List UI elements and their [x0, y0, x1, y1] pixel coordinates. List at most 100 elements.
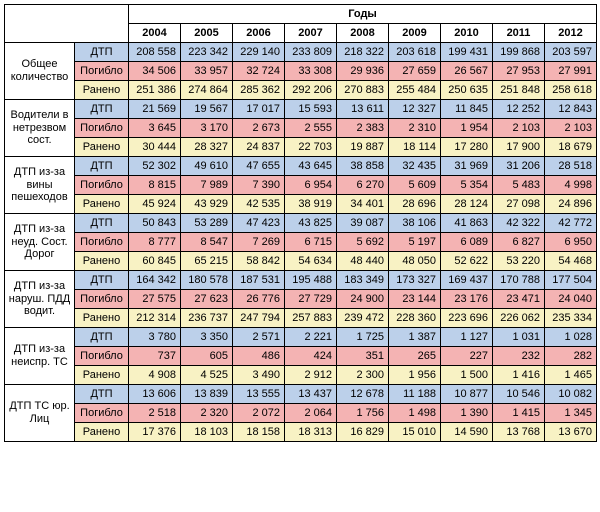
data-cell: 27 729 — [285, 290, 337, 309]
data-cell: 19 887 — [337, 138, 389, 157]
data-cell: 16 829 — [337, 423, 389, 442]
data-cell: 236 737 — [181, 309, 233, 328]
table-row: ДТП из-за вины пешеходовДТП52 30249 6104… — [5, 157, 597, 176]
data-cell: 195 488 — [285, 271, 337, 290]
data-cell: 228 360 — [389, 309, 441, 328]
data-cell: 42 535 — [233, 195, 285, 214]
data-cell: 33 957 — [181, 62, 233, 81]
data-cell: 223 342 — [181, 43, 233, 62]
data-cell: 12 252 — [493, 100, 545, 119]
data-cell: 12 327 — [389, 100, 441, 119]
data-cell: 24 837 — [233, 138, 285, 157]
data-cell: 28 696 — [389, 195, 441, 214]
data-cell: 17 900 — [493, 138, 545, 157]
data-cell: 4 998 — [545, 176, 597, 195]
data-cell: 351 — [337, 347, 389, 366]
data-cell: 19 567 — [181, 100, 233, 119]
data-cell: 170 788 — [493, 271, 545, 290]
metric-cell-dead: Погибло — [75, 119, 129, 138]
data-cell: 285 362 — [233, 81, 285, 100]
data-cell: 47 655 — [233, 157, 285, 176]
data-cell: 233 809 — [285, 43, 337, 62]
table-row: ДТП ТС юр. ЛицДТП13 60613 83913 55513 43… — [5, 385, 597, 404]
data-cell: 18 114 — [389, 138, 441, 157]
data-cell: 1 031 — [493, 328, 545, 347]
data-cell: 13 437 — [285, 385, 337, 404]
data-cell: 3 780 — [129, 328, 181, 347]
data-cell: 270 883 — [337, 81, 389, 100]
data-cell: 12 843 — [545, 100, 597, 119]
data-cell: 13 611 — [337, 100, 389, 119]
data-cell: 183 349 — [337, 271, 389, 290]
data-cell: 1 390 — [441, 404, 493, 423]
data-cell: 6 089 — [441, 233, 493, 252]
data-cell: 5 483 — [493, 176, 545, 195]
data-cell: 203 597 — [545, 43, 597, 62]
data-cell: 47 423 — [233, 214, 285, 233]
metric-cell-dead: Погибло — [75, 347, 129, 366]
data-cell: 27 991 — [545, 62, 597, 81]
data-cell: 10 082 — [545, 385, 597, 404]
data-cell: 1 725 — [337, 328, 389, 347]
data-cell: 45 924 — [129, 195, 181, 214]
data-cell: 424 — [285, 347, 337, 366]
data-cell: 5 692 — [337, 233, 389, 252]
data-cell: 4 525 — [181, 366, 233, 385]
data-cell: 8 547 — [181, 233, 233, 252]
data-cell: 39 087 — [337, 214, 389, 233]
data-cell: 7 390 — [233, 176, 285, 195]
year-header: 2005 — [181, 24, 233, 43]
data-cell: 1 498 — [389, 404, 441, 423]
data-cell: 43 929 — [181, 195, 233, 214]
years-group-header: Годы — [129, 5, 597, 24]
data-cell: 31 969 — [441, 157, 493, 176]
data-cell: 169 437 — [441, 271, 493, 290]
data-cell: 2 300 — [337, 366, 389, 385]
data-cell: 27 953 — [493, 62, 545, 81]
data-cell: 33 308 — [285, 62, 337, 81]
data-cell: 21 569 — [129, 100, 181, 119]
data-cell: 28 124 — [441, 195, 493, 214]
data-cell: 17 280 — [441, 138, 493, 157]
category-cell: ДТП из-за неиспр. ТС — [5, 328, 75, 385]
year-header: 2007 — [285, 24, 337, 43]
data-cell: 2 103 — [493, 119, 545, 138]
data-cell: 274 864 — [181, 81, 233, 100]
data-cell: 3 350 — [181, 328, 233, 347]
data-cell: 486 — [233, 347, 285, 366]
data-cell: 1 345 — [545, 404, 597, 423]
data-cell: 13 606 — [129, 385, 181, 404]
data-cell: 23 144 — [389, 290, 441, 309]
metric-cell-dead: Погибло — [75, 404, 129, 423]
data-cell: 18 158 — [233, 423, 285, 442]
metric-cell-dead: Погибло — [75, 290, 129, 309]
data-cell: 2 518 — [129, 404, 181, 423]
year-header: 2010 — [441, 24, 493, 43]
data-cell: 257 883 — [285, 309, 337, 328]
data-cell: 24 040 — [545, 290, 597, 309]
metric-cell-dtp: ДТП — [75, 328, 129, 347]
data-cell: 18 103 — [181, 423, 233, 442]
data-cell: 24 896 — [545, 195, 597, 214]
table-row: Ранено212 314236 737247 794257 883239 47… — [5, 309, 597, 328]
data-cell: 173 327 — [389, 271, 441, 290]
data-cell: 23 176 — [441, 290, 493, 309]
data-cell: 282 — [545, 347, 597, 366]
table-row: Погибло3 6453 1702 6732 5552 3832 3101 9… — [5, 119, 597, 138]
data-cell: 22 703 — [285, 138, 337, 157]
table-body: Общее количествоДТП208 558223 342229 140… — [5, 43, 597, 442]
data-cell: 180 578 — [181, 271, 233, 290]
data-cell: 38 858 — [337, 157, 389, 176]
data-cell: 6 715 — [285, 233, 337, 252]
data-cell: 50 843 — [129, 214, 181, 233]
data-cell: 6 270 — [337, 176, 389, 195]
data-cell: 43 825 — [285, 214, 337, 233]
table-row: Погибло34 50633 95732 72433 30829 93627 … — [5, 62, 597, 81]
data-cell: 18 313 — [285, 423, 337, 442]
table-row: ДТП из-за неуд. Сост. ДорогДТП50 84353 2… — [5, 214, 597, 233]
metric-cell-dead: Погибло — [75, 233, 129, 252]
data-cell: 10 877 — [441, 385, 493, 404]
data-cell: 32 435 — [389, 157, 441, 176]
metric-cell-dtp: ДТП — [75, 100, 129, 119]
data-cell: 15 593 — [285, 100, 337, 119]
